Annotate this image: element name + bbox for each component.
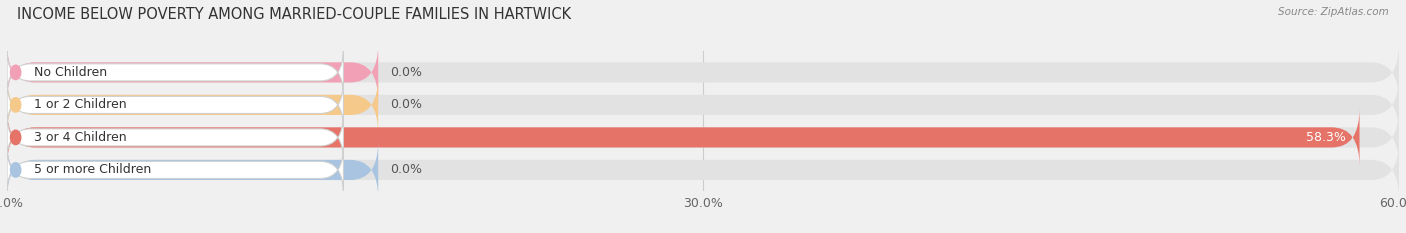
- Text: No Children: No Children: [34, 66, 107, 79]
- FancyBboxPatch shape: [7, 113, 343, 161]
- Text: 0.0%: 0.0%: [389, 66, 422, 79]
- Circle shape: [10, 130, 21, 145]
- FancyBboxPatch shape: [7, 48, 343, 96]
- Circle shape: [10, 163, 21, 177]
- FancyBboxPatch shape: [7, 81, 343, 129]
- Text: 3 or 4 Children: 3 or 4 Children: [34, 131, 127, 144]
- FancyBboxPatch shape: [7, 109, 1360, 166]
- Text: 58.3%: 58.3%: [1306, 131, 1346, 144]
- FancyBboxPatch shape: [7, 44, 378, 101]
- Text: Source: ZipAtlas.com: Source: ZipAtlas.com: [1278, 7, 1389, 17]
- Circle shape: [10, 98, 21, 112]
- FancyBboxPatch shape: [7, 141, 378, 199]
- Text: INCOME BELOW POVERTY AMONG MARRIED-COUPLE FAMILIES IN HARTWICK: INCOME BELOW POVERTY AMONG MARRIED-COUPL…: [17, 7, 571, 22]
- Text: 0.0%: 0.0%: [389, 163, 422, 176]
- FancyBboxPatch shape: [7, 146, 343, 194]
- FancyBboxPatch shape: [7, 76, 1399, 134]
- FancyBboxPatch shape: [7, 109, 1399, 166]
- Text: 5 or more Children: 5 or more Children: [34, 163, 150, 176]
- FancyBboxPatch shape: [7, 76, 378, 134]
- Circle shape: [10, 65, 21, 80]
- Text: 1 or 2 Children: 1 or 2 Children: [34, 98, 127, 111]
- Text: 0.0%: 0.0%: [389, 98, 422, 111]
- FancyBboxPatch shape: [7, 44, 1399, 101]
- FancyBboxPatch shape: [7, 141, 1399, 199]
